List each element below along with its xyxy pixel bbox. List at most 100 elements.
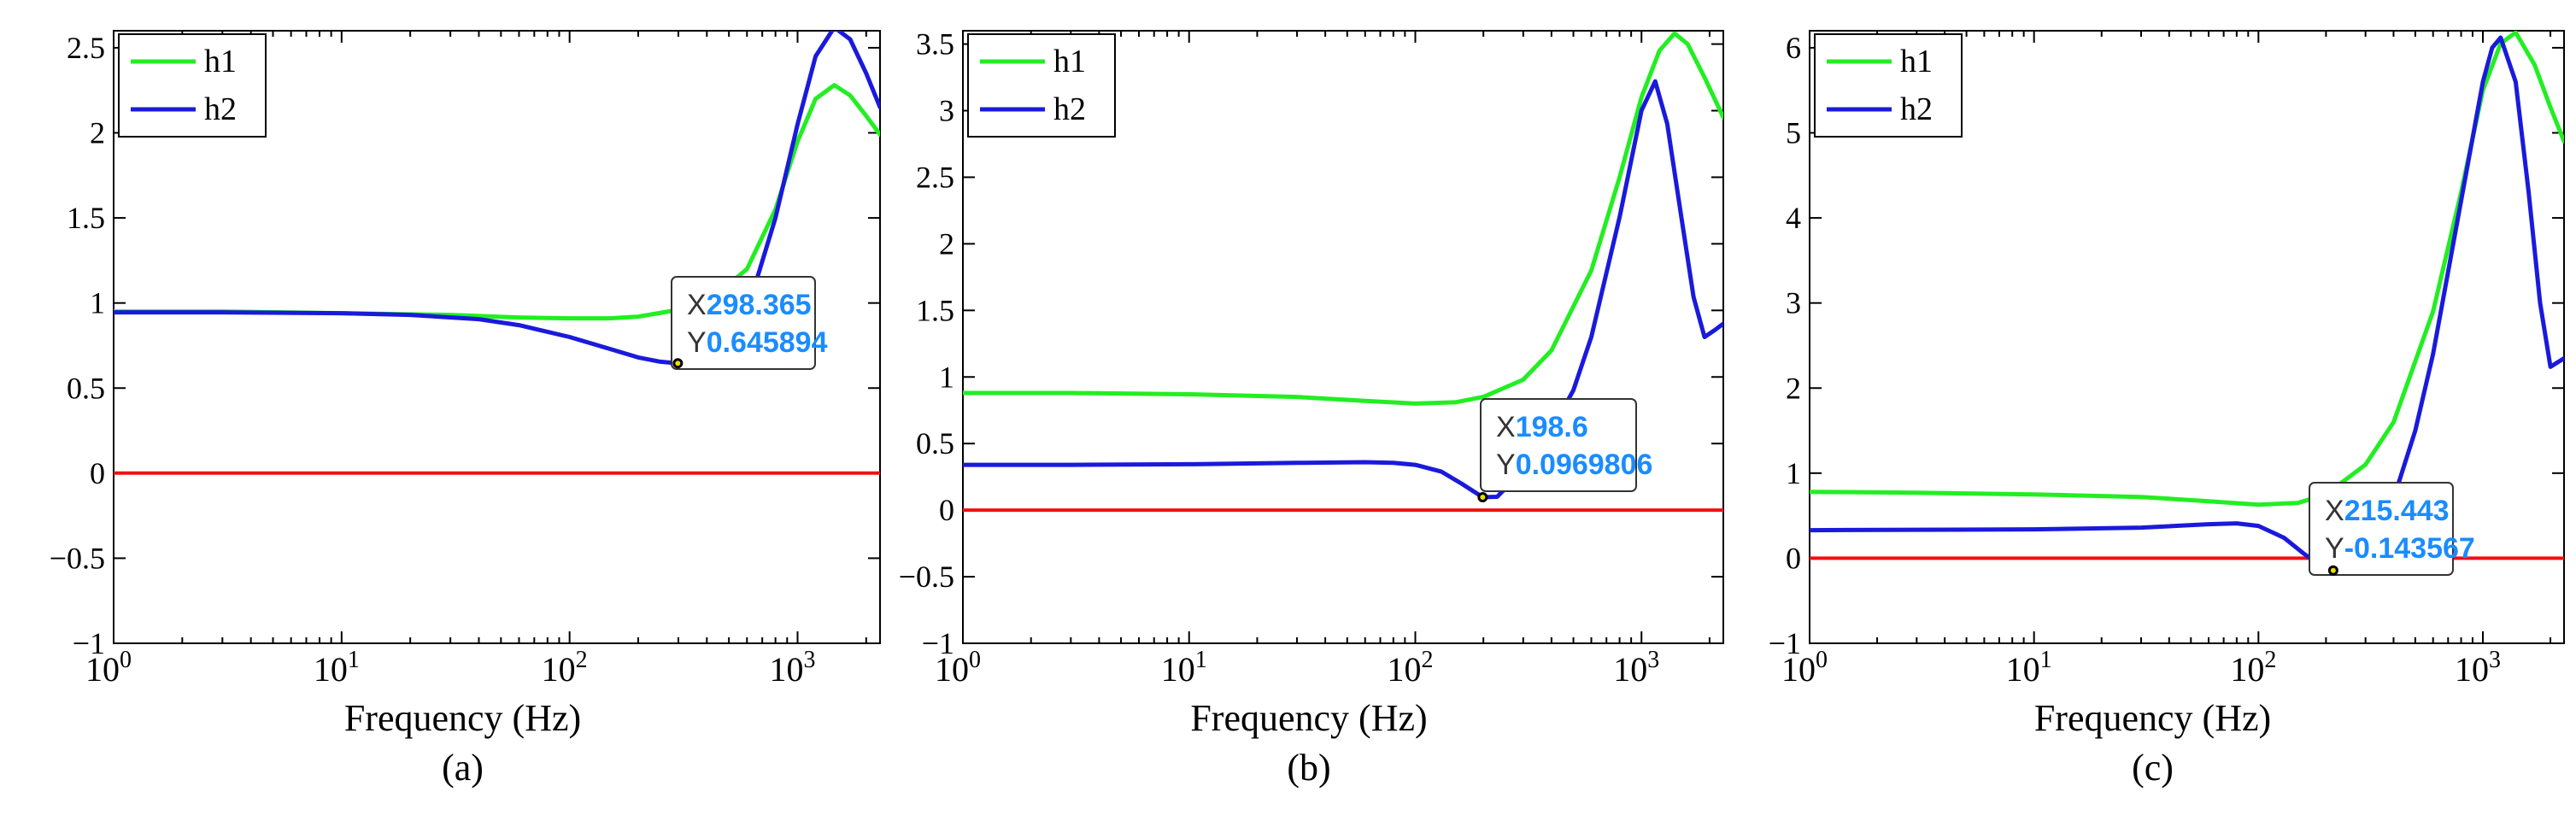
x-tick-base: 10: [1387, 650, 1421, 689]
datatip-y-label: Y: [1496, 449, 1516, 481]
x-tick-exponent: 2: [576, 647, 588, 673]
series-line-h1: [963, 31, 1723, 406]
x-tick-label: 100: [1781, 647, 1828, 689]
legend-box: [1814, 33, 1963, 138]
panel-label: (a): [442, 747, 484, 789]
datatip-y-value: 0.645894: [707, 326, 828, 359]
x-tick-label: 101: [1161, 647, 1207, 689]
datatip-x-row: X198.6: [1496, 411, 1588, 443]
legend-box: [967, 33, 1116, 138]
datatip-x-value: 198.6: [1516, 411, 1588, 443]
legend-label-h2: h2: [1053, 91, 1086, 127]
datatip-marker-center: [675, 361, 681, 367]
x-tick-base: 10: [314, 650, 348, 689]
y-tick-label: −1: [922, 626, 954, 660]
panel-label: (b): [1287, 747, 1330, 789]
datatip-x-value: 298.365: [707, 289, 812, 321]
y-tick-label: 4: [1786, 201, 1801, 235]
datatip[interactable]: X198.6 Y0.0969806: [1477, 398, 1652, 503]
datatip-y-row: Y0.0969806: [1496, 449, 1652, 481]
panel-label: (c): [2132, 747, 2174, 789]
datatip-x-label: X: [2325, 495, 2344, 527]
y-tick-label: 0: [1786, 541, 1801, 575]
datatip-y-row: Y-0.143567: [2325, 532, 2475, 565]
x-tick-exponent: 0: [1816, 647, 1828, 673]
y-tick-label: 2: [90, 116, 105, 150]
datatip-x-row: X215.443: [2325, 495, 2450, 527]
datatip-marker-center: [1480, 495, 1486, 501]
datatip-x-label: X: [1496, 411, 1516, 443]
datatip-box: [1480, 398, 1637, 492]
x-axis-label: Frequency (Hz): [1190, 697, 1427, 739]
x-tick-base: 10: [769, 650, 803, 689]
x-tick-base: 10: [85, 650, 120, 689]
x-tick-label: 102: [2230, 647, 2276, 689]
y-tick-label: 0: [90, 456, 105, 490]
y-tick-label: 1: [939, 360, 954, 394]
x-tick-label: 103: [2455, 647, 2501, 689]
x-tick-exponent: 1: [1195, 647, 1207, 673]
datatip-x-row: X298.365: [687, 289, 812, 321]
x-tick-exponent: 1: [2040, 647, 2052, 673]
y-tick-label: 0.5: [916, 426, 954, 460]
x-tick-label: 103: [1613, 647, 1659, 689]
y-tick-label: 1.5: [67, 201, 105, 235]
x-tick-label: 101: [314, 647, 360, 689]
legend-label-h2: h2: [204, 91, 237, 127]
x-tick-exponent: 3: [2489, 647, 2501, 673]
y-tick-label: 0: [939, 493, 954, 527]
x-tick-exponent: 1: [348, 647, 360, 673]
y-tick-label: 3.5: [916, 27, 954, 62]
x-tick-exponent: 0: [120, 647, 132, 673]
x-tick-base: 10: [935, 650, 969, 689]
y-tick-label: 1.5: [916, 293, 954, 327]
x-tick-exponent: 2: [1421, 647, 1433, 673]
x-tick-base: 10: [2230, 650, 2264, 689]
x-tick-label: 100: [935, 647, 981, 689]
legend-box: [118, 33, 267, 138]
x-tick-base: 10: [542, 650, 576, 689]
legend-label-h2: h2: [1900, 91, 1933, 127]
y-tick-label: 2: [939, 226, 954, 261]
x-tick-base: 10: [1161, 650, 1195, 689]
x-tick-exponent: 2: [2264, 647, 2276, 673]
datatip-x-label: X: [687, 289, 707, 321]
y-tick-label: 3: [1786, 286, 1801, 320]
x-tick-base: 10: [1613, 650, 1647, 689]
series-line-h1: [1810, 31, 2564, 507]
datatip-y-label: Y: [2325, 532, 2344, 565]
x-axis-label: Frequency (Hz): [344, 697, 581, 739]
datatip-marker-center: [2330, 567, 2336, 573]
datatip-box: [671, 276, 816, 370]
datatip-y-row: Y0.645894: [687, 326, 828, 359]
y-tick-label: −0.5: [899, 560, 954, 594]
x-tick-base: 10: [2006, 650, 2040, 689]
legend-label-h1: h1: [1053, 44, 1086, 79]
y-tick-label: 5: [1786, 116, 1801, 150]
x-tick-exponent: 3: [1647, 647, 1659, 673]
datatip-y-value: -0.143567: [2344, 532, 2475, 565]
y-tick-label: 0.5: [67, 371, 105, 405]
x-tick-exponent: 3: [803, 647, 815, 673]
x-tick-label: 102: [1387, 647, 1433, 689]
datatip-box: [2309, 482, 2454, 576]
y-tick-label: −1: [73, 626, 105, 660]
y-tick-label: 6: [1786, 31, 1801, 65]
legend-label-h1: h1: [204, 44, 237, 79]
x-tick-label: 101: [2006, 647, 2052, 689]
x-tick-base: 10: [2455, 650, 2489, 689]
x-axis-label: Frequency (Hz): [2034, 697, 2271, 739]
y-tick-label: 2.5: [67, 31, 105, 65]
x-tick-base: 10: [1781, 650, 1816, 689]
datatip-x-value: 215.443: [2344, 495, 2450, 527]
datatip-y-label: Y: [687, 326, 707, 359]
